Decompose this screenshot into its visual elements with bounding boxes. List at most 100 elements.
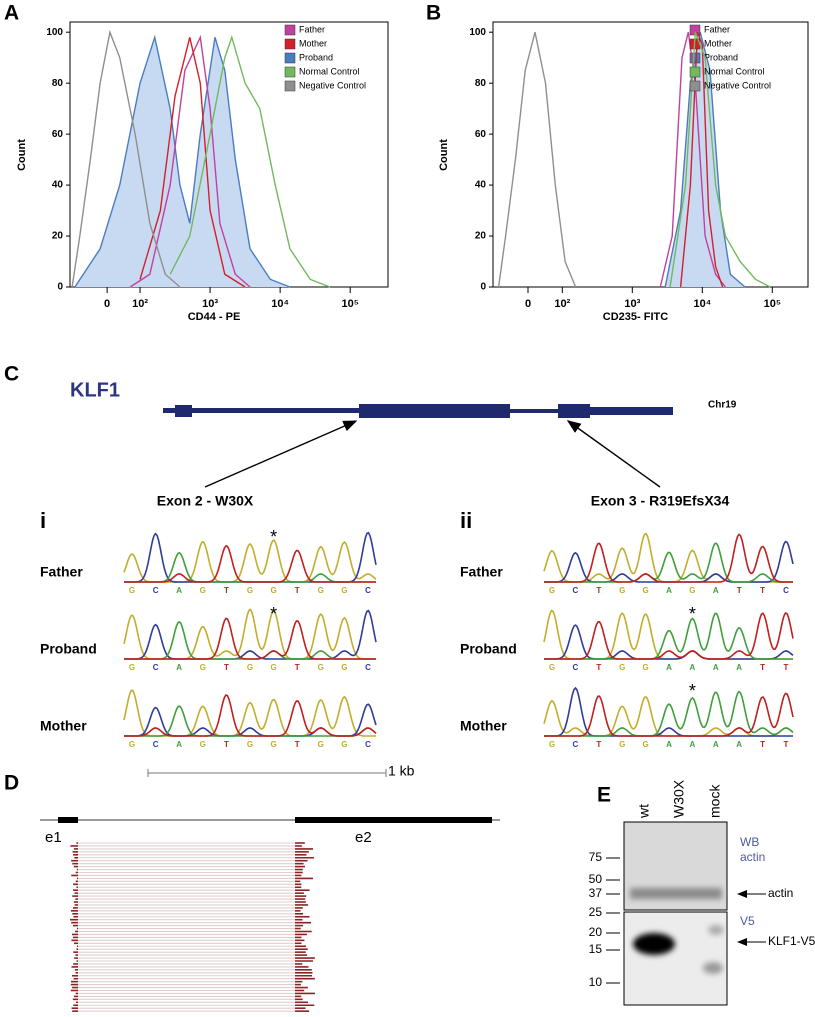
y-tick-label: 0 — [480, 282, 486, 293]
panel-numeral: i — [40, 508, 46, 533]
x-axis-label: CD44 - PE — [188, 311, 241, 323]
base: G — [619, 586, 625, 595]
base: T — [596, 740, 601, 749]
base: G — [341, 740, 347, 749]
y-tick-label: 100 — [46, 27, 63, 38]
probe: WB — [740, 835, 759, 849]
legend-label: Normal Control — [299, 66, 360, 76]
y-tick-label: 80 — [475, 78, 487, 89]
base: G — [200, 740, 206, 749]
asterisk: * — [270, 604, 277, 624]
base: G — [341, 586, 347, 595]
band — [708, 925, 724, 935]
mutation-label: Exon 2 - W30X — [157, 493, 254, 509]
base: G — [619, 663, 625, 672]
y-tick-label: 0 — [57, 282, 63, 293]
base: C — [365, 586, 371, 595]
lane-label: W30X — [671, 779, 687, 818]
histogram-line — [664, 32, 746, 288]
base: A — [176, 663, 182, 672]
trace — [124, 544, 376, 583]
trace — [544, 624, 794, 660]
x-axis-label: CD235- FITC — [603, 311, 668, 323]
base: G — [270, 740, 276, 749]
legend-label: Mother — [299, 38, 327, 48]
legend-swatch — [284, 66, 296, 78]
base: T — [596, 663, 601, 672]
base: G — [318, 586, 324, 595]
lane-label: wt — [636, 804, 652, 819]
legend-swatch — [689, 80, 701, 92]
histogram-line — [669, 31, 771, 288]
x-tick-label: 10⁴ — [271, 298, 289, 310]
panel-letter: E — [597, 784, 611, 807]
base: G — [270, 663, 276, 672]
arrow — [204, 420, 358, 488]
marker-label: 20 — [589, 925, 603, 939]
base: G — [200, 586, 206, 595]
panel-numeral: ii — [460, 508, 472, 533]
histogram-line — [139, 37, 246, 288]
histogram-line — [659, 32, 726, 288]
x-tick-label: 10³ — [624, 298, 640, 310]
base: C — [783, 586, 789, 595]
legend-label: Proband — [299, 52, 333, 62]
base: T — [760, 663, 765, 672]
row-label: Mother — [40, 718, 87, 734]
base: G — [642, 663, 648, 672]
histogram-line — [497, 32, 577, 288]
y-tick-label: 20 — [475, 231, 487, 242]
gene-name: KLF1 — [70, 379, 120, 401]
trace — [544, 686, 793, 737]
legend-label: Father — [299, 24, 325, 34]
x-tick-label: 10⁵ — [341, 298, 358, 310]
asterisk: * — [689, 604, 696, 624]
reads — [70, 842, 315, 1012]
y-tick-label: 100 — [469, 27, 486, 38]
base: G — [270, 586, 276, 595]
row-label: Father — [460, 564, 503, 580]
base: G — [247, 586, 253, 595]
x-tick-label: 10² — [554, 298, 570, 310]
asterisk: * — [689, 681, 696, 701]
y-tick-label: 40 — [52, 180, 64, 191]
row-label: Mother — [460, 718, 507, 734]
base: T — [737, 586, 742, 595]
base: G — [247, 663, 253, 672]
legend-swatch — [284, 52, 296, 64]
band-label: actin — [768, 886, 793, 900]
x-tick-label: 10⁵ — [764, 298, 781, 310]
y-axis-label: Count — [16, 139, 28, 171]
band — [633, 933, 675, 955]
legend-label: Proband — [704, 52, 738, 62]
base: G — [200, 663, 206, 672]
trace — [544, 611, 794, 660]
base: A — [736, 663, 742, 672]
probe: actin — [740, 850, 765, 864]
trace — [124, 617, 376, 660]
gene-structure — [163, 404, 673, 418]
base: G — [549, 586, 555, 595]
base: A — [713, 586, 719, 595]
panel-letter: A — [4, 2, 19, 25]
base: G — [129, 663, 135, 672]
x-tick-label: 10² — [132, 298, 148, 310]
base: A — [713, 663, 719, 672]
marker-label: 37 — [589, 886, 603, 900]
x-tick-label: 0 — [525, 298, 531, 310]
panel-letter: C — [4, 363, 19, 386]
base: C — [153, 586, 159, 595]
trace — [124, 609, 377, 660]
trace — [543, 532, 793, 583]
trace — [544, 542, 793, 583]
base: T — [295, 663, 300, 672]
panel-letter: D — [4, 772, 19, 795]
base: G — [642, 586, 648, 595]
legend-swatch — [689, 66, 701, 78]
histogram-fill — [665, 32, 745, 287]
legend-swatch — [284, 38, 296, 50]
base: T — [784, 740, 789, 749]
base: A — [690, 663, 696, 672]
y-tick-label: 80 — [52, 78, 64, 89]
